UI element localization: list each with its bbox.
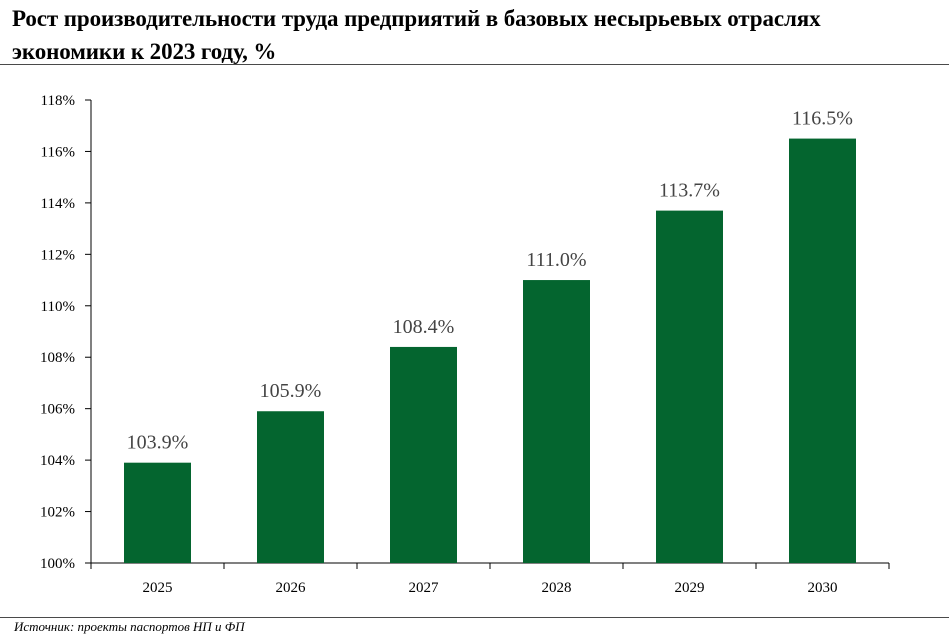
title-divider	[0, 64, 949, 65]
bar-2029	[656, 210, 723, 563]
bar-chart: 100% 102% 104% 106% 108% 110% 112% 114% 116% 118%…	[40, 93, 890, 596]
y-tick-label: 112%	[41, 247, 75, 263]
source-note: Источник: проекты паспортов НП и ФП	[14, 619, 245, 634]
footer-divider	[0, 617, 949, 618]
data-label-2029: 113.7%	[659, 180, 720, 202]
data-label-2028: 111.0%	[526, 249, 586, 271]
bar-2026	[257, 411, 324, 563]
data-label-2030: 116.5%	[792, 108, 853, 130]
data-label-2027: 108.4%	[393, 316, 455, 338]
y-tick-label: 100%	[40, 556, 75, 572]
x-tick-label: 2029	[675, 580, 705, 596]
y-tick-label: 110%	[41, 299, 75, 315]
bar-2025	[124, 462, 191, 563]
y-tick-label: 104%	[40, 453, 75, 469]
y-tick-label: 116%	[41, 144, 75, 160]
x-tick-label: 2027	[409, 580, 440, 596]
bar-2028	[523, 280, 590, 563]
data-label-2025: 103.9%	[127, 432, 189, 454]
x-tick-label: 2028	[542, 580, 572, 596]
data-label-2026: 105.9%	[260, 380, 322, 402]
y-tick-label: 106%	[40, 402, 75, 418]
bar-2030	[789, 138, 856, 563]
x-tick-label: 2026	[276, 580, 307, 596]
y-tick-label: 102%	[40, 505, 75, 521]
x-tick-label: 2030	[808, 580, 838, 596]
x-tick-label: 2025	[143, 580, 173, 596]
bar-2027	[390, 346, 457, 563]
y-tick-label: 108%	[40, 350, 75, 366]
y-tick-label: 114%	[41, 196, 75, 212]
chart-title: Рост производительности труда предприяти…	[12, 6, 821, 64]
y-tick-label: 118%	[41, 93, 75, 109]
